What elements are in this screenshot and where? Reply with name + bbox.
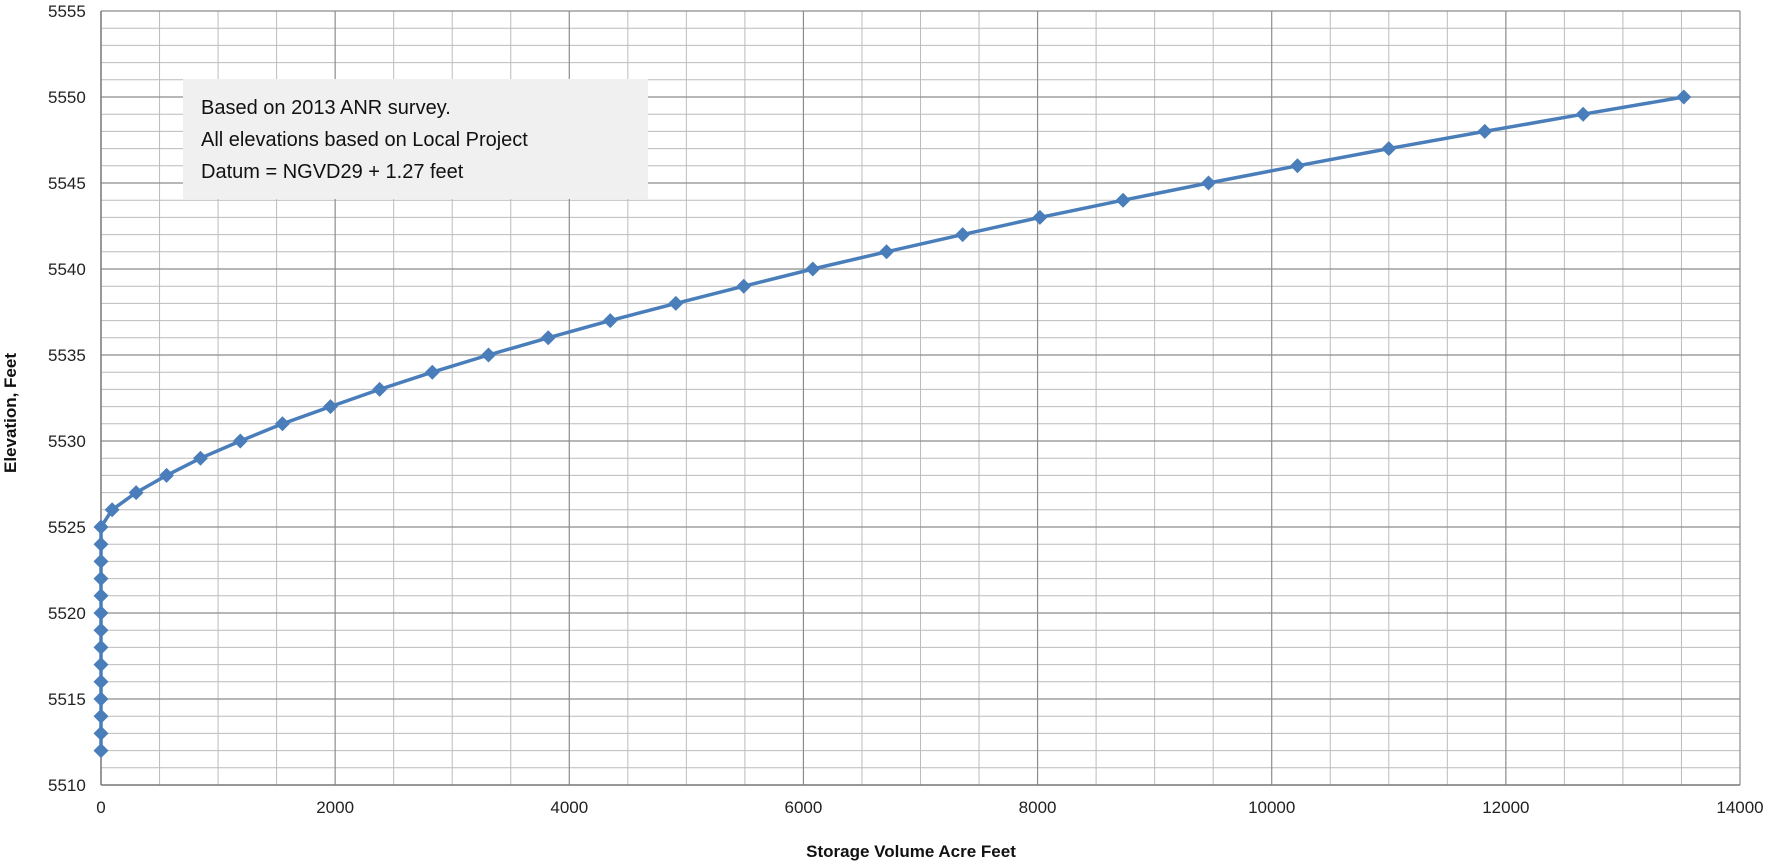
y-tick-label: 5525: [48, 518, 86, 537]
data-point-marker: [93, 519, 109, 535]
annotation-line-2: All elevations based on Local Project: [201, 129, 528, 151]
annotation-line-3: Datum = NGVD29 + 1.27 feet: [201, 161, 464, 183]
data-point-marker: [104, 502, 120, 518]
data-point-marker: [668, 295, 684, 311]
series-layer: [93, 89, 1692, 759]
data-point-marker: [93, 605, 109, 621]
data-point-marker: [424, 364, 440, 380]
y-tick-label: 5535: [48, 346, 86, 365]
data-point-marker: [93, 708, 109, 724]
x-tick-label: 10000: [1248, 798, 1295, 817]
data-point-marker: [805, 261, 821, 277]
data-point-marker: [93, 657, 109, 673]
data-point-marker: [93, 691, 109, 707]
y-axis-title: Elevation, Feet: [1, 353, 20, 473]
data-point-marker: [955, 227, 971, 243]
x-tick-label: 14000: [1716, 798, 1763, 817]
data-point-marker: [540, 330, 556, 346]
data-point-marker: [93, 588, 109, 604]
data-point-marker: [1676, 89, 1692, 105]
x-axis-title: Storage Volume Acre Feet: [806, 842, 1016, 861]
x-tick-label: 4000: [550, 798, 588, 817]
data-point-marker: [1289, 158, 1305, 174]
data-point-marker: [372, 381, 388, 397]
data-point-marker: [93, 725, 109, 741]
data-point-marker: [481, 347, 497, 363]
data-point-marker: [322, 399, 338, 415]
data-point-marker: [274, 416, 290, 432]
y-tick-label: 5545: [48, 174, 86, 193]
data-point-marker: [1477, 123, 1493, 139]
data-point-marker: [159, 467, 175, 483]
annotation-background: [183, 79, 648, 199]
y-tick-label: 5520: [48, 604, 86, 623]
data-point-marker: [93, 622, 109, 638]
x-axis-tick-labels: 0 2000 4000 6000 8000 10000 12000 14000: [96, 798, 1763, 817]
data-point-marker: [232, 433, 248, 449]
x-tick-label: 0: [96, 798, 105, 817]
y-tick-label: 5540: [48, 260, 86, 279]
y-axis-tick-labels: 5510 5515 5520 5525 5530 5535 5540 5545 5550 5555: [48, 2, 86, 795]
data-point-marker: [128, 485, 144, 501]
data-point-marker: [93, 553, 109, 569]
data-point-marker: [1381, 141, 1397, 157]
x-tick-label: 2000: [316, 798, 354, 817]
data-point-marker: [879, 244, 895, 260]
y-tick-label: 5550: [48, 88, 86, 107]
data-point-marker: [736, 278, 752, 294]
data-point-marker: [93, 536, 109, 552]
x-tick-label: 8000: [1019, 798, 1057, 817]
x-tick-label: 6000: [785, 798, 823, 817]
y-tick-label: 5510: [48, 776, 86, 795]
y-tick-label: 5515: [48, 690, 86, 709]
data-point-marker: [1032, 209, 1048, 225]
data-point-marker: [602, 313, 618, 329]
data-point-marker: [193, 450, 209, 466]
y-tick-label: 5530: [48, 432, 86, 451]
data-point-marker: [93, 674, 109, 690]
annotation-box: Based on 2013 ANR survey. All elevations…: [183, 79, 648, 199]
annotation-line-1: Based on 2013 ANR survey.: [201, 97, 451, 119]
data-point-marker: [1575, 106, 1591, 122]
data-point-marker: [93, 571, 109, 587]
x-tick-label: 12000: [1482, 798, 1529, 817]
data-point-marker: [1115, 192, 1131, 208]
data-point-marker: [93, 639, 109, 655]
data-point-marker: [93, 743, 109, 759]
y-tick-label: 5555: [48, 2, 86, 21]
data-point-marker: [1200, 175, 1216, 191]
